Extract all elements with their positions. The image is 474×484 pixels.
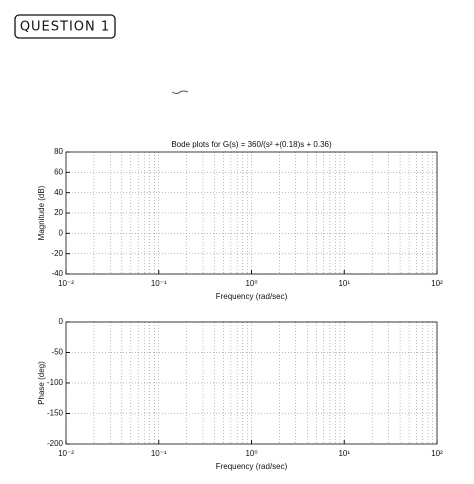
x-tick-label: 10² (431, 279, 443, 288)
x-tick-label: 10⁰ (245, 449, 257, 458)
x-tick-label: 10⁻¹ (151, 279, 167, 288)
y-tick-label: -40 (51, 269, 63, 278)
chart-title: Bode plots for G(s) = 360/(s² +(0.18)s +… (171, 140, 332, 149)
y-axis-label: Phase (deg) (37, 361, 46, 405)
axes-frame (65, 151, 438, 275)
x-tick-label: 10¹ (338, 449, 350, 458)
y-tick-label: 60 (54, 167, 63, 176)
x-tick-label: 10⁻¹ (151, 449, 167, 458)
y-tick-label: 40 (54, 188, 63, 197)
y-tick-label: -50 (51, 348, 63, 357)
y-tick-label: 80 (54, 147, 63, 156)
x-tick-label: 10⁻² (58, 279, 74, 288)
x-axis-label: Frequency (rad/sec) (216, 292, 288, 301)
x-tick-label: 10¹ (338, 279, 350, 288)
header-box (14, 14, 116, 39)
y-tick-label: -150 (47, 409, 64, 418)
pen-mark (171, 90, 189, 94)
y-tick-label: 0 (59, 228, 64, 237)
axes-frame (65, 321, 438, 445)
y-tick-label: 0 (59, 317, 64, 326)
header: QUESTION 1 (20, 20, 110, 35)
y-tick-label: 20 (54, 208, 63, 217)
x-tick-label: 10⁻² (58, 449, 74, 458)
y-tick-label: -200 (47, 439, 64, 448)
x-tick-label: 10⁰ (245, 279, 257, 288)
x-axis-label: Frequency (rad/sec) (216, 462, 288, 471)
y-tick-label: -100 (47, 378, 64, 387)
y-tick-label: -20 (51, 249, 63, 258)
y-axis-label: Magnitude (dB) (37, 185, 46, 240)
x-tick-label: 10² (431, 449, 443, 458)
